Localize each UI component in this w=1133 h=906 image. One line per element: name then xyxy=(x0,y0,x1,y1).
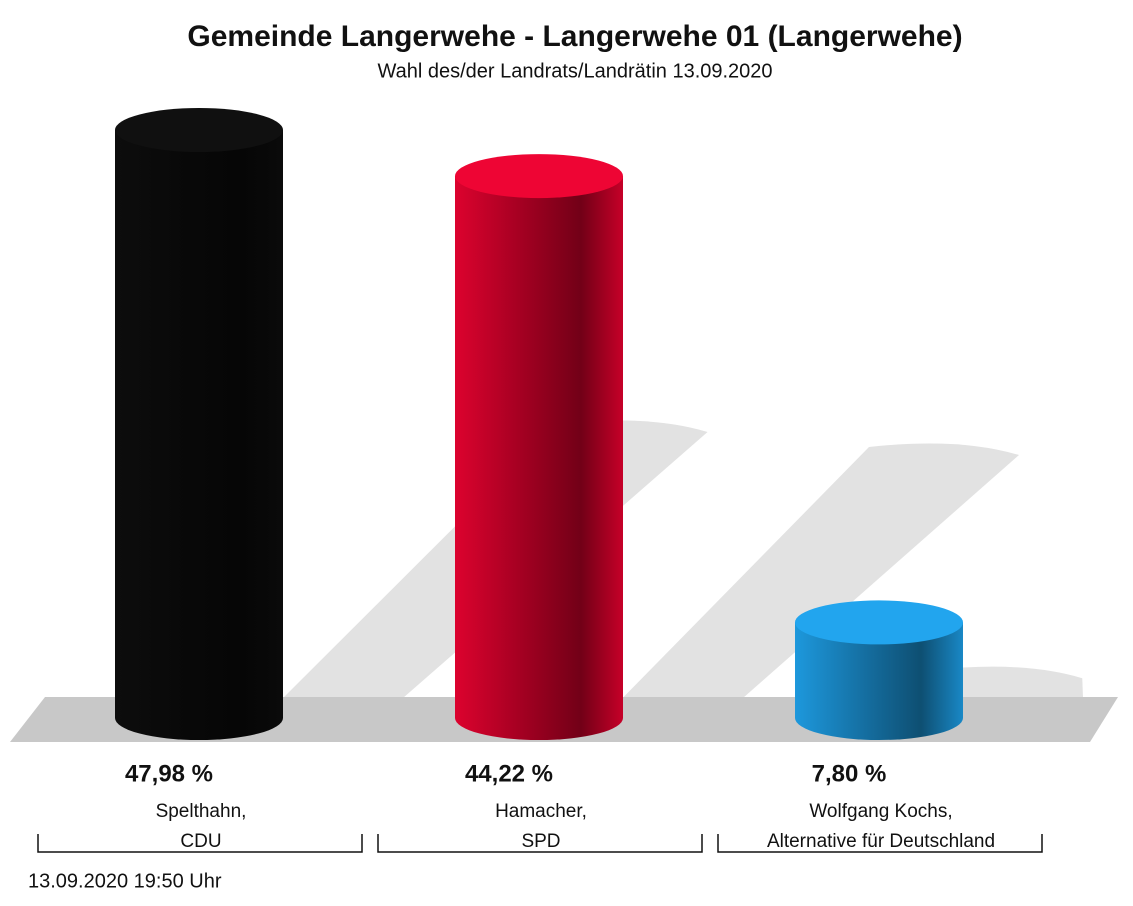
bar xyxy=(115,130,283,740)
chart-title: Gemeinde Langerwehe - Langerwehe 01 (Lan… xyxy=(187,20,962,53)
category-label: Alternative für Deutschland xyxy=(767,831,995,852)
bar-shadow xyxy=(603,443,1019,718)
category-label: Wolfgang Kochs, xyxy=(809,801,952,822)
bar-top xyxy=(795,600,963,645)
category-label: Spelthahn, xyxy=(156,801,247,822)
category-label: Hamacher, xyxy=(495,801,587,822)
category-bracket xyxy=(377,834,703,853)
bar-top xyxy=(115,108,283,152)
bar xyxy=(795,622,963,740)
category-label: CDU xyxy=(180,831,221,852)
category-label: SPD xyxy=(521,831,560,852)
bar xyxy=(455,176,623,740)
category-bracket xyxy=(37,834,363,853)
bars xyxy=(115,108,963,740)
value-label: 7,80 % xyxy=(812,760,887,787)
value-label: 47,98 % xyxy=(125,760,213,787)
timestamp: 13.09.2020 19:50 Uhr xyxy=(28,870,222,892)
category-bracket xyxy=(717,834,1043,853)
bar-top xyxy=(455,154,623,199)
chart-subtitle: Wahl des/der Landrats/Landrätin 13.09.20… xyxy=(377,60,772,82)
value-label: 44,22 % xyxy=(465,760,553,787)
